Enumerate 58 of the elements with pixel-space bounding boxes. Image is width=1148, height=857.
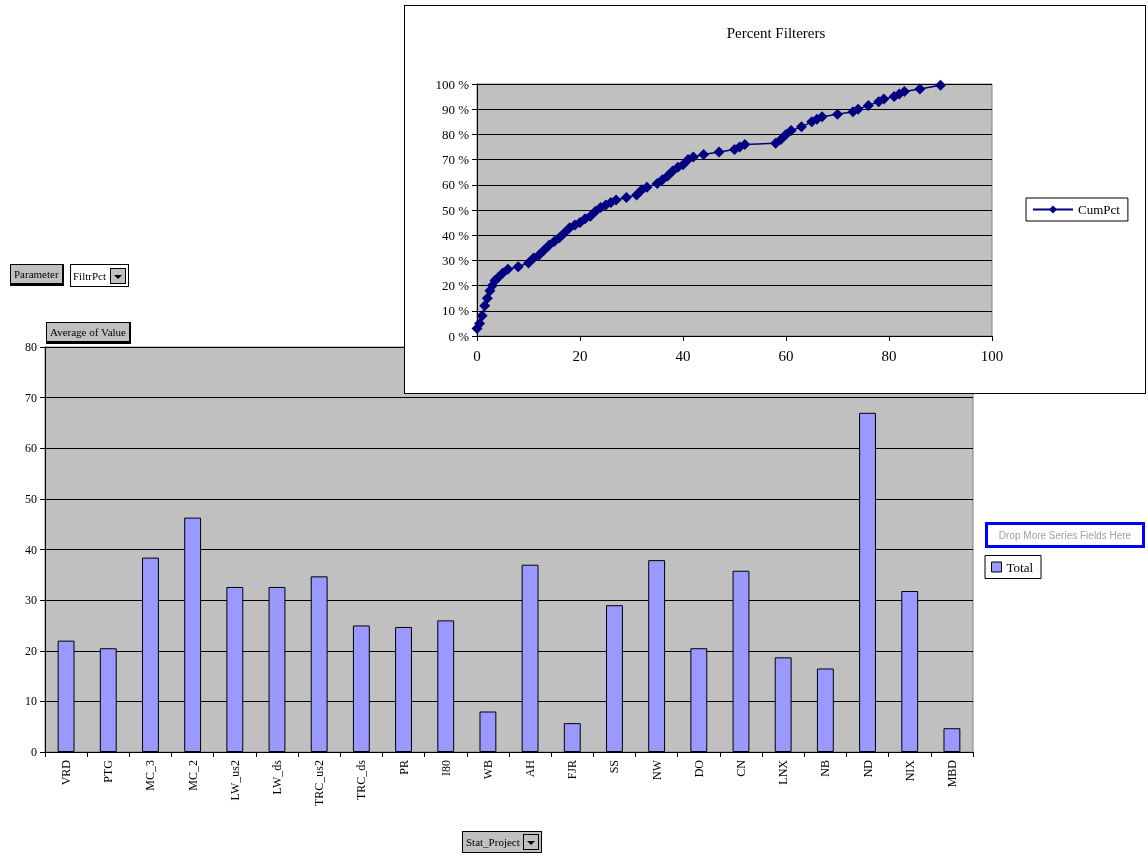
y-tick-label: 20 % bbox=[441, 278, 470, 294]
y-tick-label: 0 bbox=[31, 745, 37, 759]
x-tick-label: MBD bbox=[944, 759, 959, 788]
x-tick-label: PR bbox=[396, 760, 411, 775]
x-tick-label: AH bbox=[523, 759, 538, 778]
x-tick-label: CN bbox=[734, 759, 748, 777]
x-tick-label: 80 bbox=[881, 347, 897, 364]
y-tick-label: 70 bbox=[25, 390, 37, 405]
x-axis-title: Stat_Project bbox=[466, 836, 520, 848]
y-tick-label: 80 % bbox=[441, 126, 470, 142]
x-tick-label: MC_3 bbox=[143, 760, 158, 791]
y-tick-label: 40 bbox=[25, 542, 37, 557]
bar bbox=[563, 723, 581, 752]
y-tick-label: 20 bbox=[25, 643, 37, 658]
x-tick-label: DO bbox=[691, 759, 706, 778]
bar bbox=[943, 728, 961, 752]
x-tick-label: WB bbox=[480, 760, 495, 780]
y-tick-label: 90 % bbox=[441, 101, 470, 117]
x-tick-label: VRD bbox=[59, 759, 74, 786]
x-tick-label: LNX bbox=[776, 759, 791, 785]
y-tick-label: 60 % bbox=[441, 177, 470, 193]
x-tick-label: FJR bbox=[565, 760, 580, 780]
legend-label: Total bbox=[1006, 559, 1034, 575]
legend-label: CumPct bbox=[1078, 202, 1121, 217]
x-tick-label: 20 bbox=[572, 347, 588, 364]
y-tick-label: 0 % bbox=[448, 328, 470, 344]
y-tick-label: 50 % bbox=[441, 202, 470, 218]
x-tick-label: TRC_ds bbox=[354, 759, 369, 801]
y-tick-label: 70 % bbox=[441, 152, 470, 168]
y-axis-title: Average of Value bbox=[46, 322, 131, 344]
y-tick-label: 30 bbox=[25, 593, 37, 608]
y-tick-label: 10 bbox=[25, 694, 37, 709]
y-tick-label: 40 % bbox=[441, 227, 470, 243]
chart-title: Percent Filterers bbox=[726, 24, 826, 41]
y-tick-label: 50 bbox=[25, 491, 37, 506]
bar bbox=[479, 711, 497, 752]
y-tick-label: 60 bbox=[25, 441, 37, 456]
x-tick-label: LW_ds bbox=[270, 759, 284, 795]
y-tick-label: 30 % bbox=[441, 252, 470, 268]
x-tick-label: 0 bbox=[473, 347, 481, 364]
y-tick-label: 100 % bbox=[435, 76, 470, 92]
x-tick-label: I80 bbox=[438, 760, 453, 776]
text: Parameter bbox=[10, 264, 64, 286]
x-tick-label: PTG bbox=[101, 759, 116, 783]
x-tick-label: 40 bbox=[675, 347, 691, 364]
text: FiltrPct bbox=[73, 269, 107, 282]
x-tick-label: ND bbox=[860, 759, 875, 778]
x-tick-label: TRC_us2 bbox=[312, 760, 327, 807]
x-tick-label: LW_us2 bbox=[227, 760, 242, 801]
x-tick-label: NB bbox=[818, 760, 833, 777]
x-tick-label: 100 bbox=[980, 347, 1004, 364]
y-tick-label: 10 % bbox=[441, 303, 470, 319]
text: Drop More Series Fields Here bbox=[985, 522, 1145, 548]
x-tick-label: NW bbox=[649, 759, 664, 780]
x-tick-label: SS bbox=[607, 760, 622, 774]
x-tick-label: NIX bbox=[902, 759, 917, 782]
x-tick-label: 60 bbox=[778, 347, 794, 364]
x-tick-label: MC_2 bbox=[185, 760, 200, 791]
